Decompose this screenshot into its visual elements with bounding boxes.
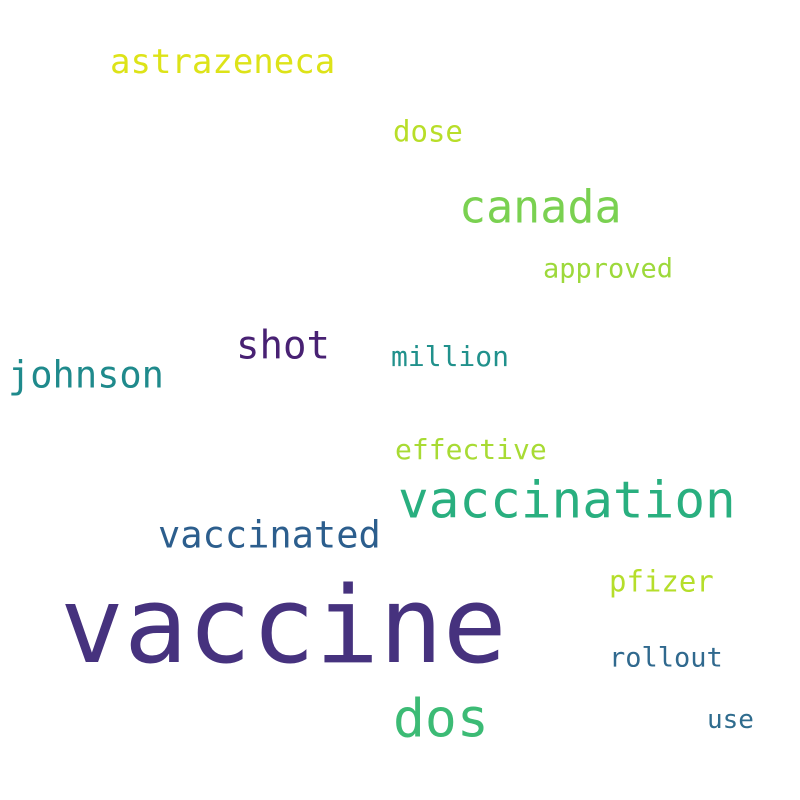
word-rollout: rollout: [609, 642, 723, 674]
word-approved: approved: [543, 253, 674, 285]
word-astrazeneca: astrazeneca: [110, 42, 336, 82]
word-shot: shot: [236, 323, 330, 369]
word-effective: effective: [395, 433, 547, 466]
word-pfizer: pfizer: [609, 564, 714, 599]
word-dose: dose: [393, 114, 463, 149]
word-dos: dos: [393, 688, 489, 750]
word-vaccinated: vaccinated: [158, 513, 381, 557]
word-million: million: [391, 340, 510, 373]
word-vaccination: vaccination: [398, 471, 736, 531]
word-johnson: johnson: [8, 353, 164, 397]
word-vaccine: vaccine: [60, 564, 507, 687]
word-canada: canada: [459, 180, 622, 234]
word-use: use: [707, 705, 754, 735]
